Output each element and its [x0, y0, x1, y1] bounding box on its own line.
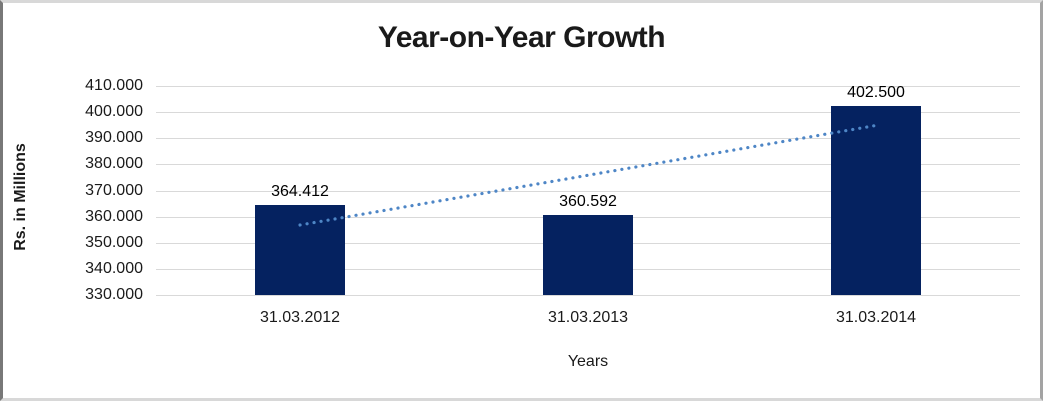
y-tick-label: 360.000 [85, 207, 143, 225]
data-label: 402.500 [847, 83, 905, 101]
y-tick-label: 380.000 [85, 155, 143, 173]
bar-31.03.2012 [255, 205, 345, 295]
x-category-label: 31.03.2014 [835, 309, 917, 326]
chart-title: Year-on-Year Growth [377, 21, 666, 54]
gridline [156, 138, 1020, 140]
x-axis-title: Years [567, 353, 609, 370]
gridline [156, 86, 1020, 87]
bar-31.03.2014 [831, 105, 921, 295]
y-tick-label: 410.000 [85, 77, 143, 94]
plot-area: 364.412 360.592 402.500 [156, 83, 1020, 296]
data-label: 360.592 [559, 193, 617, 211]
data-label: 364.412 [271, 183, 329, 201]
y-tick-label: 340.000 [85, 259, 143, 277]
y-tick-label: 350.000 [85, 233, 143, 251]
gridline [156, 190, 1020, 192]
y-tick-label: 330.000 [85, 286, 143, 303]
x-category-label: 31.03.2012 [259, 309, 341, 326]
gridline [156, 164, 1020, 166]
y-tick-label: 370.000 [85, 181, 143, 199]
y-tick-label: 400.000 [85, 103, 143, 121]
bar-31.03.2013 [543, 215, 633, 295]
x-category-label: 31.03.2013 [547, 309, 629, 326]
x-axis-category-labels: 31.03.2012 31.03.2013 31.03.2014 [156, 309, 1020, 331]
y-tick-label: 390.000 [85, 129, 143, 147]
trendline [298, 123, 878, 227]
gridline [156, 112, 1020, 114]
gridline [156, 295, 1020, 296]
y-axis-tick-labels: 410.000 400.000 390.000 380.000 370.000 360.0… [3, 77, 143, 303]
